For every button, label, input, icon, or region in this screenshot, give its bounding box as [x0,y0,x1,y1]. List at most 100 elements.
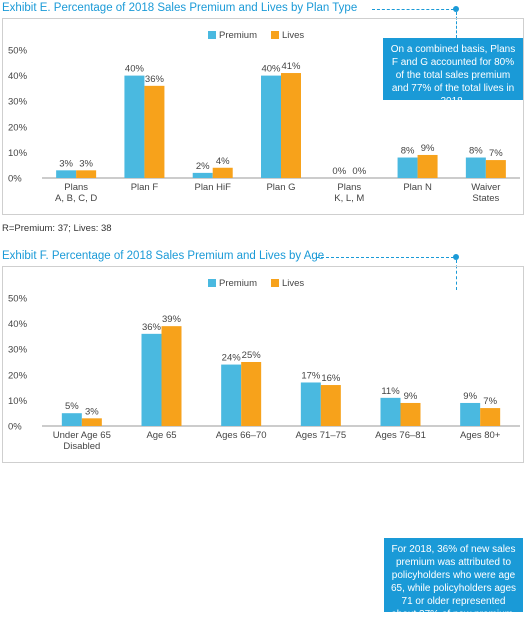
bar-lives [144,85,165,178]
data-label: 41% [281,61,301,72]
y-tick-label: 30% [8,345,28,356]
bar-premium [192,172,213,178]
data-label: 9% [404,391,418,402]
chart-frame [2,18,524,215]
legend-label: Premium [219,278,257,289]
y-tick-label: 0% [8,174,22,185]
bar-lives [161,326,182,426]
footnote: R=Premium: 37; Lives: 38 [2,223,112,234]
bar-premium [61,413,82,426]
callout-connector [456,260,457,290]
bar-premium [221,364,242,426]
legend-swatch [271,279,279,287]
bar-premium [141,333,162,426]
bar-lives [400,402,421,426]
bar-lives [81,418,102,426]
y-tick-label: 50% [8,294,28,305]
category-label: Under Age 65 [53,430,111,441]
data-label: 4% [216,156,230,167]
bar-premium [56,170,77,178]
category-label: K, L, M [334,193,364,204]
category-label: Plans [64,182,88,193]
y-tick-label: 50% [8,46,28,57]
data-label: 39% [162,314,182,325]
bar-premium [261,75,281,178]
bar-lives [320,385,341,426]
legend-label: Premium [219,30,257,41]
y-tick-label: 20% [8,370,28,381]
bar-premium [124,75,145,178]
category-label: Plans [337,182,361,193]
category-label: A, B, C, D [55,193,97,204]
chart-title: Exhibit E. Percentage of 2018 Sales Prem… [2,2,358,14]
data-label: 0% [332,166,346,177]
callout-dot [453,254,459,260]
y-tick-label: 30% [8,97,28,108]
data-label: 3% [79,158,93,169]
data-label: 8% [469,146,483,157]
bar-lives [480,408,501,426]
bar-lives [241,362,262,426]
bar-premium [380,397,401,426]
bar-lives [485,160,506,178]
data-label: 2% [196,161,210,172]
bar-lives [212,167,233,178]
bar-premium [397,157,418,178]
bar-premium [465,157,486,178]
data-label: 16% [321,373,341,384]
data-label: 7% [489,148,503,159]
category-label: Plan G [266,182,295,193]
data-label: 40% [261,64,281,75]
legend-label: Lives [282,278,304,289]
data-label: 25% [242,350,262,361]
data-label: 3% [59,158,73,169]
bar-lives [76,170,97,178]
y-tick-label: 40% [8,319,28,330]
data-label: 40% [125,64,145,75]
callout-box: On a combined basis, Plans F and G accou… [383,38,523,107]
category-label: Plan N [403,182,432,193]
category-label: Ages 80+ [460,430,501,441]
exhibit-f: Exhibit F. Percentage of 2018 Sales Prem… [0,248,528,620]
data-label: 36% [145,74,165,85]
exhibit-e: Exhibit E. Percentage of 2018 Sales Prem… [0,0,528,218]
y-tick-label: 40% [8,71,28,82]
bar-premium [460,402,481,426]
legend-label: Lives [282,30,304,41]
data-label: 8% [401,146,415,157]
legend-swatch [208,31,216,39]
data-label: 17% [301,370,321,381]
y-tick-label: 10% [8,396,28,407]
y-tick-label: 20% [8,122,28,133]
callout-connector [456,12,457,38]
bar-premium [300,382,321,426]
category-label: Ages 66–70 [216,430,267,441]
y-tick-label: 10% [8,148,28,159]
data-label: 0% [352,166,366,177]
legend-swatch [208,279,216,287]
data-label: 9% [421,143,435,154]
data-label: 3% [85,406,99,417]
category-label: Plan HiF [194,182,231,193]
callout-connector [372,9,454,10]
bar-lives [281,73,301,178]
data-label: 9% [463,391,477,402]
category-label: Age 65 [146,430,176,441]
y-tick-label: 0% [8,422,22,433]
category-label: States [472,193,499,204]
chart-frame [2,266,524,463]
category-label: Plan F [131,182,159,193]
data-label: 11% [381,386,400,397]
category-label: Disabled [63,441,100,452]
data-label: 36% [142,322,162,333]
data-label: 5% [65,401,79,412]
callout-dot [453,6,459,12]
chart-title: Exhibit F. Percentage of 2018 Sales Prem… [2,250,325,262]
callout-connector [316,257,454,258]
category-label: Ages 76–81 [375,430,426,441]
legend-swatch [271,31,279,39]
data-label: 24% [222,353,242,364]
bar-lives [417,154,438,178]
category-label: Ages 71–75 [295,430,346,441]
